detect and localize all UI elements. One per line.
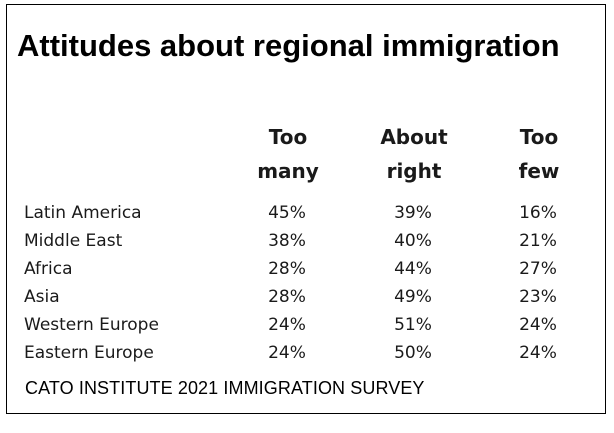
chart-title: Attitudes about regional immigration: [17, 28, 560, 63]
table-frame: [6, 4, 606, 414]
table-row-western-europe: Western Europe 24% 51% 24%: [0, 312, 614, 340]
cell-about-right: 40%: [394, 231, 432, 251]
column-header-line2: many: [257, 159, 319, 183]
row-label: Eastern Europe: [24, 343, 154, 363]
table-row-latin-america: Latin America 45% 39% 16%: [0, 200, 614, 228]
cell-too-many: 24%: [268, 343, 306, 363]
column-header-too-many: Too many: [233, 120, 343, 188]
row-label: Middle East: [24, 231, 123, 251]
cell-too-few: 16%: [519, 203, 557, 223]
source-note: CATO INSTITUTE 2021 IMMIGRATION SURVEY: [25, 378, 425, 398]
column-header-too-few: Too few: [484, 120, 594, 188]
cell-too-few: 24%: [519, 315, 557, 335]
cell-about-right: 50%: [394, 343, 432, 363]
column-header-line1: Too: [268, 125, 308, 149]
cell-too-many: 28%: [268, 287, 306, 307]
table-row-middle-east: Middle East 38% 40% 21%: [0, 228, 614, 256]
column-header-line1: About: [380, 125, 448, 149]
row-label: Western Europe: [24, 315, 159, 335]
row-label: Latin America: [24, 203, 142, 223]
row-label: Africa: [24, 259, 73, 279]
table-row-eastern-europe: Eastern Europe 24% 50% 24%: [0, 340, 614, 368]
cell-too-many: 28%: [268, 259, 306, 279]
cell-about-right: 44%: [394, 259, 432, 279]
cell-about-right: 51%: [394, 315, 432, 335]
cell-too-few: 23%: [519, 287, 557, 307]
column-header-line2: right: [386, 159, 442, 183]
column-header-line1: Too: [519, 125, 559, 149]
cell-too-few: 24%: [519, 343, 557, 363]
column-header-line2: few: [518, 159, 560, 183]
cell-about-right: 39%: [394, 203, 432, 223]
column-header-about-right: About right: [359, 120, 469, 188]
table-row-africa: Africa 28% 44% 27%: [0, 256, 614, 284]
cell-too-few: 21%: [519, 231, 557, 251]
cell-about-right: 49%: [394, 287, 432, 307]
cell-too-many: 38%: [268, 231, 306, 251]
cell-too-many: 45%: [268, 203, 306, 223]
row-label: Asia: [24, 287, 60, 307]
table-row-asia: Asia 28% 49% 23%: [0, 284, 614, 312]
cell-too-many: 24%: [268, 315, 306, 335]
cell-too-few: 27%: [519, 259, 557, 279]
